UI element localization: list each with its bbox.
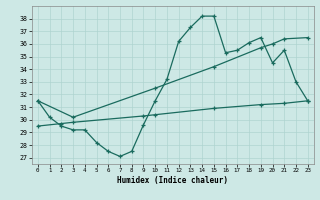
X-axis label: Humidex (Indice chaleur): Humidex (Indice chaleur) [117, 176, 228, 185]
